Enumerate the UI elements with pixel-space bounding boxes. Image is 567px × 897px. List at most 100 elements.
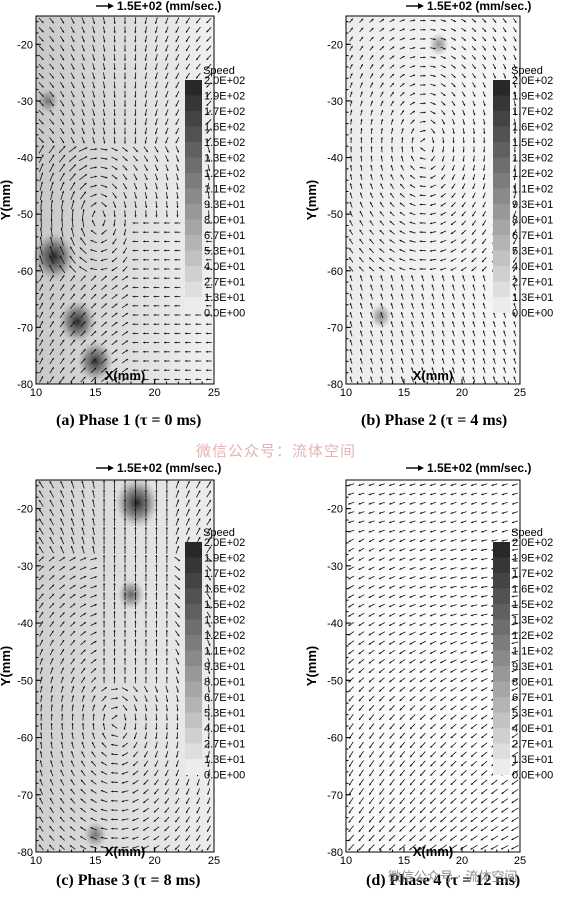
legend-level-label: 5.3E+01 — [204, 708, 245, 720]
vector-arrowhead — [104, 204, 107, 207]
vector-arrowhead — [163, 313, 166, 317]
vector-arrowhead — [73, 585, 76, 587]
vector-arrowhead — [175, 131, 178, 135]
legend-level-label: 1.1E+02 — [204, 184, 245, 196]
vector-arrowhead — [452, 131, 455, 134]
vector-arrowhead — [134, 727, 137, 730]
vector-arrowhead — [378, 586, 382, 589]
vector-arrowhead — [482, 275, 485, 278]
vector-arrowhead — [471, 484, 474, 487]
vector-arrowhead — [61, 723, 64, 726]
vector-arrowhead — [349, 293, 352, 296]
vector-arrowhead — [123, 573, 127, 576]
vector-arrowhead — [195, 332, 198, 335]
vector-arrowhead — [380, 339, 383, 342]
vector-arrowhead — [390, 358, 393, 361]
vector-arrowhead — [123, 86, 127, 89]
vector-arrowhead — [473, 122, 476, 125]
vector-arrowhead — [429, 595, 433, 598]
legend-swatch — [185, 542, 202, 558]
vector-arrowhead — [73, 594, 76, 597]
vector-arrowhead — [83, 312, 86, 315]
vector-arrowhead — [115, 697, 118, 700]
vector-arrowhead — [111, 818, 114, 821]
vector-arrowhead — [481, 567, 484, 570]
vector-arrowhead — [121, 827, 124, 831]
vector-arrowhead — [62, 621, 65, 624]
vector-arrowhead — [450, 511, 453, 514]
vector-arrowhead — [390, 312, 393, 315]
vector-arrowhead — [472, 321, 475, 324]
vector-arrowhead — [493, 48, 496, 51]
vector-arrowhead — [175, 792, 178, 795]
vector-arrowhead — [111, 799, 114, 802]
vector-arrowhead — [513, 232, 516, 236]
vector-arrowhead — [198, 481, 201, 484]
vector-arrowhead — [103, 620, 106, 623]
vector-arrowhead — [41, 330, 43, 333]
vector-arrowhead — [370, 174, 373, 177]
vector-arrowhead — [132, 240, 135, 243]
vector-arrowhead — [196, 783, 199, 786]
vector-arrowhead — [92, 67, 96, 70]
vector-arrowhead — [134, 77, 137, 80]
vector-arrowhead — [419, 614, 422, 617]
vector-arrowhead — [72, 321, 75, 324]
vector-arrowhead — [92, 490, 95, 493]
vector-arrowhead — [391, 137, 394, 140]
vector-arrowhead — [132, 304, 135, 307]
vector-arrowhead — [390, 164, 393, 168]
vector-arrowhead — [100, 846, 103, 849]
vector-arrowhead — [112, 250, 115, 254]
vector-arrowhead — [41, 145, 44, 148]
vector-arrowhead — [208, 587, 211, 590]
vector-arrowhead — [491, 595, 494, 598]
vector-arrowhead — [206, 131, 209, 134]
vector-arrowhead — [113, 58, 116, 61]
vector-arrowhead — [429, 567, 433, 570]
vector-arrowhead — [452, 122, 455, 125]
vector-arrowhead — [132, 819, 135, 821]
vector-arrowhead — [441, 330, 444, 333]
y-axis-label: Y(mm) — [0, 646, 13, 686]
vector-arrowhead — [370, 312, 373, 315]
vector-arrowhead — [174, 249, 177, 252]
vector-arrowhead — [481, 502, 484, 505]
vector-arrowhead — [473, 131, 476, 134]
vector-arrowhead — [360, 128, 363, 131]
vector-arrowhead — [452, 302, 455, 306]
vector-arrowhead — [134, 601, 137, 604]
vector-arrowhead — [135, 149, 138, 152]
vector-arrowhead — [380, 330, 383, 333]
vector-arrowhead — [143, 286, 145, 289]
vector-arrowhead — [132, 837, 135, 840]
vector-arrowhead — [441, 275, 444, 278]
vector-arrowhead — [400, 174, 403, 177]
vector-arrowhead — [165, 667, 168, 670]
vector-arrowhead — [503, 367, 506, 370]
vector-arrowhead — [113, 489, 116, 492]
vector-arrowhead — [368, 595, 371, 598]
vector-arrowhead — [153, 221, 156, 225]
vector-arrowhead — [400, 275, 403, 278]
vector-arrowhead — [370, 284, 373, 287]
vector-arrowhead — [177, 596, 180, 599]
vector-arrowhead — [49, 518, 52, 521]
vector-arrowhead — [470, 539, 474, 542]
vector-arrowhead — [409, 484, 412, 487]
vector-arrowhead — [349, 302, 352, 306]
vector-arrowhead — [208, 509, 211, 512]
vector-arrowhead — [72, 649, 75, 652]
vector-arrowhead — [174, 267, 177, 271]
vector-arrowhead — [166, 196, 169, 199]
vector-arrowhead — [463, 20, 466, 23]
vector-arrowhead — [39, 797, 42, 800]
vector-arrowhead — [155, 657, 158, 660]
vector-arrowhead — [513, 141, 516, 144]
vector-arrowhead — [71, 209, 74, 212]
y-tick-label: -60 — [327, 266, 343, 278]
vector-arrowhead — [368, 511, 371, 514]
vector-arrowhead — [177, 662, 179, 665]
vector-arrowhead — [481, 558, 484, 561]
vector-arrowhead — [154, 782, 157, 786]
